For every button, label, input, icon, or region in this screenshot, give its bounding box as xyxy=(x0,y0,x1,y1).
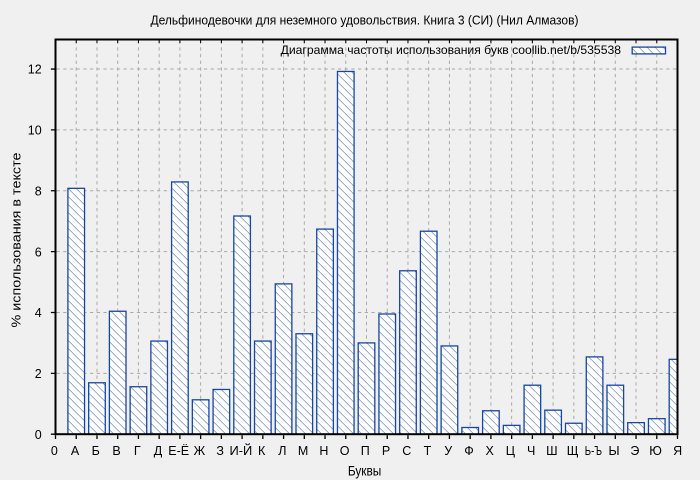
svg-text:Л: Л xyxy=(278,444,286,458)
svg-text:Ц: Ц xyxy=(506,444,516,458)
svg-text:К: К xyxy=(258,444,266,458)
svg-text:Ж: Ж xyxy=(194,444,206,458)
svg-text:Дельфинодевочки для неземного: Дельфинодевочки для неземного удовольств… xyxy=(151,12,579,27)
svg-text:10: 10 xyxy=(28,124,42,138)
svg-text:Х: Х xyxy=(486,444,495,458)
svg-text:Е-Ё: Е-Ё xyxy=(168,444,189,458)
svg-text:Диаграмма частоты использовани: Диаграмма частоты использования букв coo… xyxy=(281,43,622,57)
svg-text:% использования в тексте: % использования в тексте xyxy=(10,152,24,327)
svg-text:Б: Б xyxy=(92,444,100,458)
svg-text:П: П xyxy=(361,444,370,458)
svg-text:4: 4 xyxy=(35,306,42,320)
svg-text:И-Й: И-Й xyxy=(230,443,253,458)
svg-text:Ю: Ю xyxy=(649,444,662,458)
svg-text:Я: Я xyxy=(673,444,682,458)
svg-text:О: О xyxy=(340,444,350,458)
svg-text:Ы: Ы xyxy=(609,444,620,458)
svg-text:12: 12 xyxy=(28,63,42,77)
svg-text:Ч: Ч xyxy=(527,444,535,458)
svg-text:Ь-Ъ: Ь-Ъ xyxy=(585,444,602,458)
svg-text:Э: Э xyxy=(630,444,639,458)
svg-text:Щ: Щ xyxy=(567,444,579,458)
svg-text:М: М xyxy=(298,444,308,458)
svg-text:З: З xyxy=(216,444,224,458)
svg-text:2: 2 xyxy=(35,367,42,381)
svg-text:Т: Т xyxy=(424,444,432,458)
svg-text:Г: Г xyxy=(134,444,141,458)
svg-text:С: С xyxy=(402,444,411,458)
svg-text:8: 8 xyxy=(35,185,42,199)
svg-text:6: 6 xyxy=(35,245,42,259)
svg-text:А: А xyxy=(71,444,80,458)
svg-text:Н: Н xyxy=(319,444,328,458)
svg-text:0: 0 xyxy=(51,444,58,458)
svg-text:Р: Р xyxy=(382,444,390,458)
svg-text:У: У xyxy=(444,444,452,458)
svg-text:Д: Д xyxy=(154,444,163,458)
svg-text:В: В xyxy=(112,444,120,458)
svg-text:0: 0 xyxy=(35,428,42,442)
svg-text:Ш: Ш xyxy=(546,444,557,458)
svg-text:Ф: Ф xyxy=(464,444,474,458)
svg-text:Буквы: Буквы xyxy=(348,463,382,478)
